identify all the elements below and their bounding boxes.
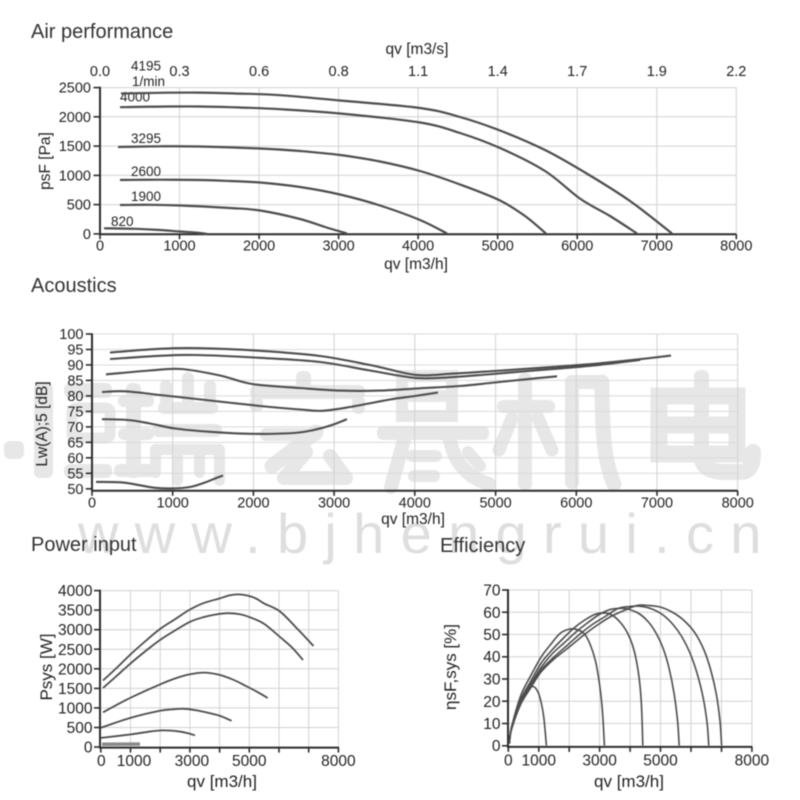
svg-text:0: 0: [96, 239, 104, 255]
svg-text:1.7: 1.7: [567, 64, 587, 80]
svg-text:10: 10: [483, 716, 501, 733]
svg-text:50: 50: [67, 482, 83, 498]
svg-text:4000: 4000: [58, 583, 93, 600]
svg-text:50: 50: [483, 627, 501, 644]
svg-text:3000: 3000: [318, 496, 350, 512]
svg-text:3000: 3000: [175, 753, 210, 770]
svg-text:qv [m3/h]: qv [m3/h]: [187, 772, 257, 791]
svg-text:85: 85: [67, 373, 83, 389]
svg-text:20: 20: [483, 694, 501, 711]
svg-text:2000: 2000: [243, 239, 275, 255]
svg-text:5000: 5000: [479, 496, 511, 512]
svg-text:0.3: 0.3: [169, 64, 189, 80]
svg-text:6000: 6000: [561, 239, 593, 255]
svg-text:1.9: 1.9: [647, 64, 667, 80]
svg-text:1000: 1000: [58, 700, 93, 717]
svg-text:qv [m3/s]: qv [m3/s]: [386, 41, 449, 58]
svg-text:0: 0: [492, 738, 501, 755]
svg-text:2.2: 2.2: [726, 64, 746, 80]
svg-text:1/min: 1/min: [132, 74, 165, 89]
svg-text:2500: 2500: [59, 81, 91, 97]
svg-text:qv [m3/h]: qv [m3/h]: [384, 256, 448, 273]
svg-text:100: 100: [59, 327, 83, 343]
svg-text:2000: 2000: [237, 496, 269, 512]
svg-text:4000: 4000: [399, 496, 431, 512]
svg-text:0: 0: [84, 740, 93, 757]
svg-text:5000: 5000: [232, 753, 267, 770]
svg-text:8000: 8000: [735, 753, 770, 770]
svg-text:95: 95: [67, 343, 83, 359]
svg-text:5000: 5000: [643, 753, 678, 770]
svg-text:2600: 2600: [131, 164, 161, 179]
svg-text:1500: 1500: [58, 681, 93, 698]
svg-text:Lw(A);5 [dB]: Lw(A);5 [dB]: [34, 381, 51, 466]
svg-text:0.8: 0.8: [329, 64, 349, 80]
svg-text:500: 500: [67, 720, 93, 737]
svg-text:7000: 7000: [641, 239, 673, 255]
svg-text:7000: 7000: [641, 496, 673, 512]
svg-text:ηsF,sys [%]: ηsF,sys [%]: [441, 624, 460, 710]
svg-text:0: 0: [88, 496, 96, 512]
svg-text:Psys [W]: Psys [W]: [37, 633, 56, 700]
svg-text:qv [m3/h]: qv [m3/h]: [381, 511, 445, 528]
svg-text:1900: 1900: [131, 189, 161, 204]
svg-text:8000: 8000: [321, 753, 356, 770]
svg-text:4195: 4195: [131, 59, 161, 74]
svg-text:75: 75: [67, 404, 83, 420]
svg-text:2000: 2000: [59, 110, 91, 126]
svg-text:8000: 8000: [720, 239, 752, 255]
svg-text:2500: 2500: [58, 642, 93, 659]
svg-text:70: 70: [67, 420, 83, 436]
svg-text:3500: 3500: [58, 603, 93, 620]
svg-text:www.bjhengrui.cn: www.bjhengrui.cn: [77, 502, 778, 565]
svg-text:psF [Pa]: psF [Pa]: [37, 132, 54, 190]
svg-text:3295: 3295: [131, 131, 161, 146]
svg-text:30: 30: [483, 672, 501, 689]
svg-text:500: 500: [67, 198, 91, 214]
svg-text:1000: 1000: [117, 753, 152, 770]
svg-text:3000: 3000: [582, 753, 617, 770]
svg-text:0: 0: [504, 753, 513, 770]
svg-text:0.6: 0.6: [249, 64, 269, 80]
svg-text:6000: 6000: [560, 496, 592, 512]
svg-text:3000: 3000: [322, 239, 354, 255]
svg-text:Power input: Power input: [31, 534, 137, 556]
svg-text:0: 0: [83, 227, 91, 243]
svg-text:3000: 3000: [58, 622, 93, 639]
svg-text:0: 0: [97, 753, 106, 770]
svg-text:1000: 1000: [157, 496, 189, 512]
svg-text:1500: 1500: [59, 139, 91, 155]
svg-text:Air performance: Air performance: [31, 21, 173, 43]
svg-text:820: 820: [111, 214, 134, 229]
svg-text:65: 65: [67, 435, 83, 451]
svg-text:1000: 1000: [522, 753, 557, 770]
svg-text:2000: 2000: [58, 661, 93, 678]
svg-text:8000: 8000: [722, 496, 754, 512]
svg-text:60: 60: [67, 451, 83, 467]
svg-text:0.0: 0.0: [90, 64, 110, 80]
svg-text:5000: 5000: [482, 239, 514, 255]
svg-text:Acoustics: Acoustics: [31, 275, 117, 297]
svg-text:4000: 4000: [120, 90, 150, 105]
svg-text:qv [m3/h]: qv [m3/h]: [594, 772, 664, 791]
svg-text:4000: 4000: [402, 239, 434, 255]
svg-text:60: 60: [483, 605, 501, 622]
svg-text:90: 90: [67, 358, 83, 374]
svg-text:1.4: 1.4: [488, 64, 508, 80]
svg-text:40: 40: [483, 649, 501, 666]
svg-text:55: 55: [67, 466, 83, 482]
svg-text:70: 70: [483, 583, 501, 600]
svg-text:1000: 1000: [163, 239, 195, 255]
svg-text:80: 80: [67, 389, 83, 405]
svg-text:1.1: 1.1: [408, 64, 428, 80]
svg-text:1000: 1000: [59, 168, 91, 184]
svg-text:Efficiency: Efficiency: [440, 535, 525, 557]
